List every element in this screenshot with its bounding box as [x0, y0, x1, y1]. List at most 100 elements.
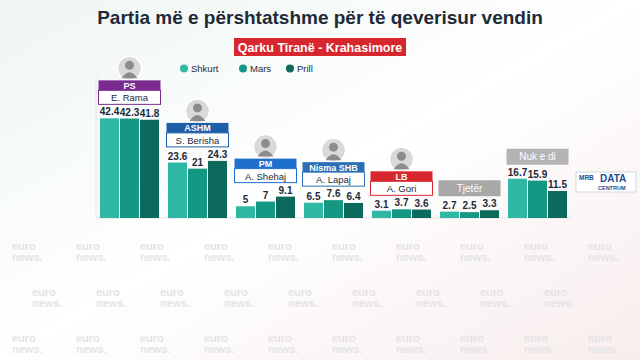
leader: A. Shehaj — [245, 171, 286, 182]
background — [0, 0, 640, 360]
data-label: 7.6 — [327, 188, 341, 199]
legend-label: Shkurt — [191, 63, 219, 74]
bar — [324, 200, 343, 218]
category-label: Nuk e di — [519, 151, 556, 162]
category-box-top — [167, 123, 229, 133]
category-box — [507, 149, 569, 165]
bar — [168, 163, 187, 218]
watermark: euronews. — [460, 332, 491, 355]
watermark: euronews. — [140, 332, 171, 355]
bar — [236, 206, 255, 218]
watermark-line: news. — [140, 251, 171, 263]
data-label: 41.8 — [140, 108, 160, 119]
portrait — [254, 135, 278, 159]
legend-swatch — [180, 65, 188, 73]
category-labels: PSE. Rama ASHMS. Berisha PM A. Shehaj Nisma … — [99, 56, 569, 196]
category-label: LBA. Gori — [387, 172, 417, 195]
category-label: ASHMS. Berisha — [176, 123, 221, 146]
leader: S. Berisha — [176, 135, 221, 146]
bar — [528, 181, 547, 218]
bar — [372, 211, 391, 218]
party: PS — [123, 81, 135, 91]
category-box — [99, 90, 161, 104]
watermark: euronews. — [396, 240, 427, 263]
watermark-line: news. — [268, 343, 299, 355]
bar — [304, 203, 323, 218]
watermark-line: news. — [460, 251, 491, 263]
data-label: 23.6 — [168, 151, 188, 162]
portrait-head — [329, 143, 338, 152]
legend: Shkurt Mars Prill — [180, 63, 313, 74]
bars — [100, 118, 567, 218]
watermark: euronews. — [588, 240, 619, 263]
legend-label: Prill — [297, 63, 313, 74]
subtitle-box — [234, 38, 406, 56]
bar — [392, 209, 411, 218]
legend-label: Mars — [250, 63, 271, 74]
watermark-line: news. — [352, 297, 383, 309]
bar — [188, 169, 207, 218]
watermark: euronews. — [480, 286, 511, 309]
category-label: Tjetër — [457, 183, 483, 194]
bar — [256, 202, 275, 218]
watermark-line: news. — [268, 251, 299, 263]
watermark-line: news. — [544, 297, 575, 309]
category-label: PSE. Rama — [111, 81, 149, 104]
watermark: euronews. — [524, 240, 555, 263]
watermark-line: news. — [12, 251, 43, 263]
category-label: Nisma SHBA. Lapaj — [309, 163, 358, 186]
portrait-body — [394, 163, 410, 169]
data-label: 2.7 — [443, 200, 457, 211]
watermark: euronews. — [352, 286, 383, 309]
data-label: 42.3 — [120, 107, 140, 118]
watermark: euronews. — [140, 240, 171, 263]
bar — [208, 161, 227, 218]
watermark-line: news. — [12, 343, 43, 355]
bar — [440, 212, 459, 218]
watermark-line: news. — [76, 343, 107, 355]
watermark: euronews. — [332, 240, 363, 263]
portrait-head — [193, 103, 202, 112]
data-label: 42.4 — [100, 106, 120, 117]
portrait-body — [326, 154, 342, 160]
bar — [480, 210, 499, 218]
portrait-head — [125, 61, 134, 70]
watermark-line: news. — [204, 343, 235, 355]
category-box — [303, 172, 365, 186]
watermark-line: news. — [588, 251, 619, 263]
watermark-line: news. — [140, 343, 171, 355]
watermark: euronews. — [544, 286, 575, 309]
watermark: euronews. — [76, 240, 107, 263]
watermark: euronews. — [268, 240, 299, 263]
subtitle: Qarku Tiranë - Krahasimore — [238, 41, 402, 55]
chart: euronews. euronews. euronews. euronews. euro… — [0, 0, 640, 360]
leader: A. Lapaj — [316, 174, 351, 185]
watermark: euronews. — [204, 240, 235, 263]
portrait-body — [122, 72, 138, 78]
data-label: 9.1 — [279, 185, 293, 196]
data-label: 6.4 — [347, 191, 361, 202]
bar — [344, 203, 363, 218]
watermark: euronews. — [96, 286, 127, 309]
data-label: 5 — [243, 194, 249, 205]
category-box — [371, 181, 433, 195]
watermark: euronews. — [524, 332, 555, 355]
portrait-head — [397, 152, 406, 161]
bar — [120, 119, 139, 218]
data-label: 11.5 — [548, 179, 567, 190]
watermark-line: news. — [32, 297, 63, 309]
logo-text: DATACENTRUM — [598, 173, 626, 191]
data-label: 21 — [192, 157, 204, 168]
party: PM — [259, 159, 273, 169]
logo-line: CENTRUM — [598, 185, 626, 191]
watermarks: euronews. euronews. euronews. euronews. euro… — [12, 240, 619, 355]
watermark-line: news. — [524, 343, 555, 355]
watermark-line: news. — [332, 343, 363, 355]
data-label: 7 — [263, 190, 269, 201]
party: Nisma SHB — [309, 163, 358, 173]
watermark-line: news. — [460, 343, 491, 355]
watermark: euronews. — [460, 240, 491, 263]
watermark-line: news. — [332, 251, 363, 263]
watermark: euronews. — [396, 332, 427, 355]
watermark: euronews. — [76, 332, 107, 355]
